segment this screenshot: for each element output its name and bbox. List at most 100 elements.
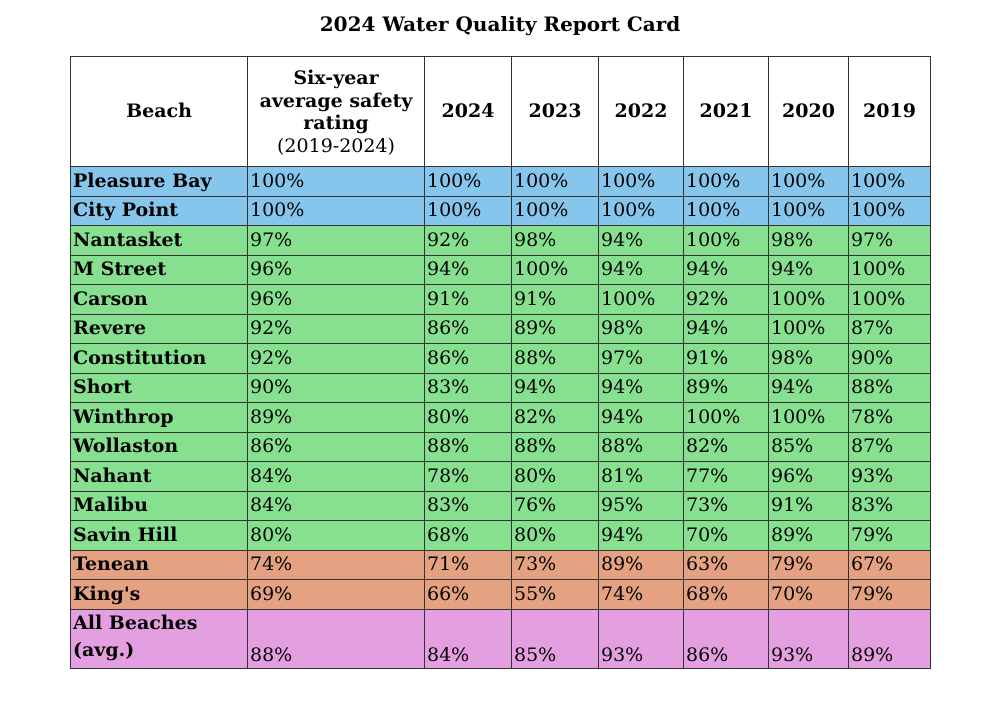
table-row: King's 69% 66% 55% 74% 68% 70% 79% [70, 579, 931, 610]
year-value-cell: 90% [848, 343, 931, 374]
year-value-cell: 73% [683, 490, 769, 521]
year-value-cell: 98% [768, 343, 849, 374]
year-value-cell: 74% [598, 579, 684, 610]
year-value-cell: 93% [768, 608, 849, 669]
beach-name-cell: All Beaches (avg.) [70, 608, 248, 669]
year-value-cell: 68% [424, 520, 512, 551]
year-value-cell: 100% [768, 195, 849, 226]
year-value-cell: 81% [598, 461, 684, 492]
year-value-cell: 79% [848, 520, 931, 551]
water-quality-table: Beach Six-year average safety rating (20… [70, 56, 931, 669]
year-value-cell: 83% [424, 490, 512, 521]
table-row: City Point 100% 100% 100% 100% 100% 100% 100% [70, 195, 931, 226]
year-value-cell: 94% [511, 372, 599, 403]
average-cell: 69% [247, 579, 425, 610]
year-value-cell: 94% [683, 254, 769, 285]
year-value-cell: 92% [424, 225, 512, 256]
year-value-cell: 88% [424, 431, 512, 462]
year-value-cell: 94% [424, 254, 512, 285]
year-value-cell: 67% [848, 549, 931, 580]
table-row: M Street 96% 94% 100% 94% 94% 94% 100% [70, 254, 931, 285]
year-value-cell: 100% [511, 254, 599, 285]
year-value-cell: 88% [511, 431, 599, 462]
year-value-cell: 100% [683, 225, 769, 256]
year-value-cell: 80% [511, 520, 599, 551]
header-year: 2019 [848, 56, 931, 167]
header-beach: Beach [70, 56, 248, 167]
year-value-cell: 88% [511, 343, 599, 374]
year-value-cell: 82% [683, 431, 769, 462]
year-value-cell: 85% [768, 431, 849, 462]
table-row: Nahant 84% 78% 80% 81% 77% 96% 93% [70, 461, 931, 492]
year-value-cell: 86% [424, 313, 512, 344]
year-value-cell: 87% [848, 313, 931, 344]
year-value-cell: 94% [598, 254, 684, 285]
year-value-cell: 76% [511, 490, 599, 521]
year-value-cell: 95% [598, 490, 684, 521]
year-value-cell: 83% [424, 372, 512, 403]
table-body: Pleasure Bay 100% 100% 100% 100% 100% 100% 100%… [70, 166, 931, 669]
year-value-cell: 93% [848, 461, 931, 492]
header-year: 2021 [683, 56, 769, 167]
total-row: All Beaches (avg.) 88% 84% 85% 93% 86% 93% 89% [70, 608, 931, 669]
year-value-cell: 98% [768, 225, 849, 256]
year-value-cell: 97% [598, 343, 684, 374]
year-value-cell: 89% [511, 313, 599, 344]
header-average-range: (2019-2024) [277, 135, 395, 158]
beach-name-cell: Carson [70, 284, 248, 315]
year-value-cell: 94% [683, 313, 769, 344]
header-row: Beach Six-year average safety rating (20… [70, 56, 931, 167]
year-value-cell: 94% [768, 254, 849, 285]
year-value-cell: 97% [848, 225, 931, 256]
year-value-cell: 94% [598, 225, 684, 256]
year-value-cell: 63% [683, 549, 769, 580]
beach-name-cell: Nahant [70, 461, 248, 492]
header-six-year-average: Six-year average safety rating (2019-202… [247, 56, 425, 167]
year-value-cell: 100% [424, 195, 512, 226]
average-cell: 74% [247, 549, 425, 580]
year-value-cell: 85% [511, 608, 599, 669]
table-row: Short 90% 83% 94% 94% 89% 94% 88% [70, 372, 931, 403]
year-value-cell: 94% [768, 372, 849, 403]
year-value-cell: 100% [768, 402, 849, 433]
year-value-cell: 100% [848, 254, 931, 285]
year-value-cell: 100% [598, 166, 684, 197]
average-cell: 96% [247, 284, 425, 315]
header-year: 2020 [768, 56, 849, 167]
table-row: Constitution 92% 86% 88% 97% 91% 98% 90% [70, 343, 931, 374]
table-row: Wollaston 86% 88% 88% 88% 82% 85% 87% [70, 431, 931, 462]
average-cell: 100% [247, 166, 425, 197]
header-year: 2023 [511, 56, 599, 167]
year-value-cell: 96% [768, 461, 849, 492]
header-year: 2022 [598, 56, 684, 167]
average-cell: 84% [247, 490, 425, 521]
year-value-cell: 84% [424, 608, 512, 669]
beach-name-cell: Wollaston [70, 431, 248, 462]
year-value-cell: 100% [598, 195, 684, 226]
year-value-cell: 92% [683, 284, 769, 315]
average-cell: 92% [247, 343, 425, 374]
table-row: Tenean 74% 71% 73% 89% 63% 79% 67% [70, 549, 931, 580]
year-value-cell: 79% [768, 549, 849, 580]
year-value-cell: 82% [511, 402, 599, 433]
year-value-cell: 100% [511, 195, 599, 226]
year-value-cell: 98% [511, 225, 599, 256]
year-value-cell: 68% [683, 579, 769, 610]
year-value-cell: 88% [598, 431, 684, 462]
beach-name-cell: City Point [70, 195, 248, 226]
table-row: Revere 92% 86% 89% 98% 94% 100% 87% [70, 313, 931, 344]
year-value-cell: 89% [848, 608, 931, 669]
year-value-cell: 80% [424, 402, 512, 433]
beach-name-cell: Revere [70, 313, 248, 344]
average-cell: 90% [247, 372, 425, 403]
year-value-cell: 66% [424, 579, 512, 610]
year-value-cell: 89% [598, 549, 684, 580]
year-value-cell: 100% [683, 195, 769, 226]
beach-name-cell: Savin Hill [70, 520, 248, 551]
year-value-cell: 100% [768, 284, 849, 315]
year-value-cell: 83% [848, 490, 931, 521]
year-value-cell: 70% [768, 579, 849, 610]
year-value-cell: 93% [598, 608, 684, 669]
average-cell: 96% [247, 254, 425, 285]
average-cell: 86% [247, 431, 425, 462]
